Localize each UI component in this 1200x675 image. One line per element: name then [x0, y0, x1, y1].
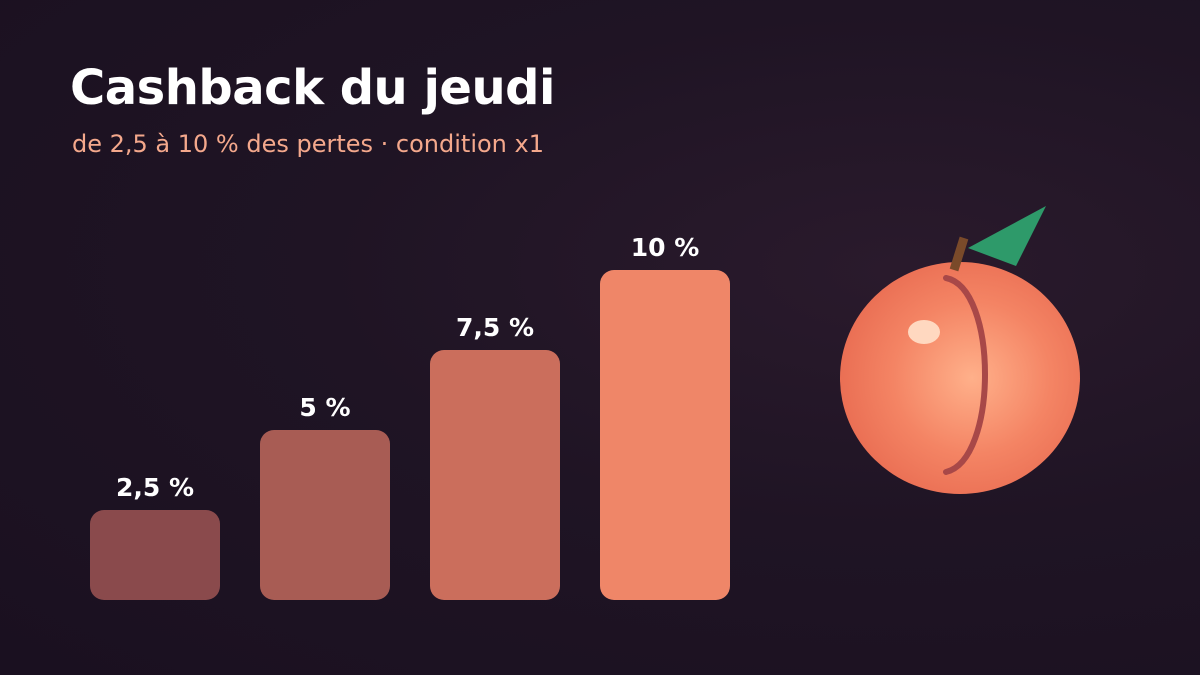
bar-group: 2,5 % 5 % 7,5 % 10 % [90, 233, 730, 600]
peach-crease [943, 275, 988, 475]
bar-4 [600, 270, 730, 600]
peach-icon [840, 206, 1080, 494]
bar-label-2: 5 % [299, 393, 350, 422]
bar-1 [90, 510, 220, 600]
bar-label-3: 7,5 % [456, 313, 534, 342]
bar-3 [430, 350, 560, 600]
peach-leaf [968, 206, 1046, 266]
peach-body [840, 262, 1080, 494]
bar-chart: 2,5 % 5 % 7,5 % 10 % [90, 233, 730, 600]
bar-label-4: 10 % [631, 233, 700, 262]
chart-title: Cashback du jeudi [70, 60, 555, 116]
peach-highlight [908, 320, 940, 344]
peach-stem [949, 236, 969, 272]
bar-2 [260, 430, 390, 600]
bar-label-1: 2,5 % [116, 473, 194, 502]
chart-subtitle: de 2,5 à 10 % des pertes · condition x1 [72, 130, 544, 158]
